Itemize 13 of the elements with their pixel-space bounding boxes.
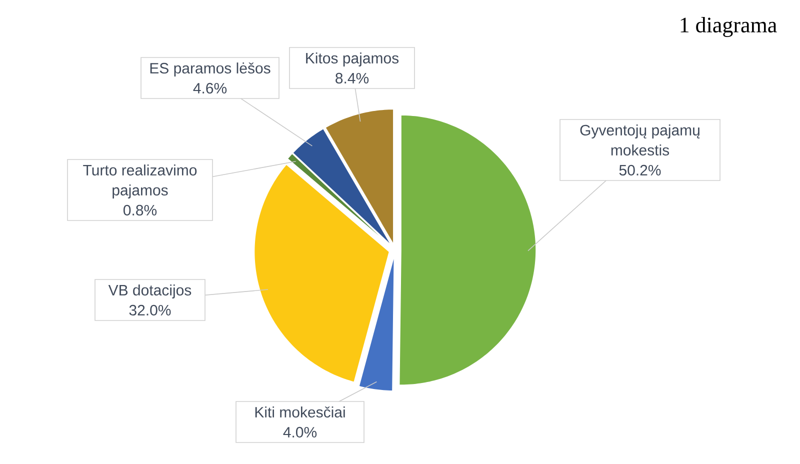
slice-label: Gyventojų pajamų mokestis [580,124,700,156]
data-label: 4.6% [193,82,227,94]
chart-title: 1 diagrama [680,16,777,38]
data-label: 32.0% [129,304,171,316]
data-label: 50.2% [619,164,661,176]
slice-label: VB dotacijos [108,284,192,298]
slice-label: Kiti mokesčiai [255,406,345,418]
slice-label: Turto realizavimo pajamos [83,164,197,198]
data-label: 8.4% [336,72,369,84]
slice-label: Kitos pajamos [306,52,399,66]
data-label: 0.8% [123,204,157,216]
slice-label: ES paramos lėšos [150,62,270,76]
data-label: 4.0% [283,426,317,438]
